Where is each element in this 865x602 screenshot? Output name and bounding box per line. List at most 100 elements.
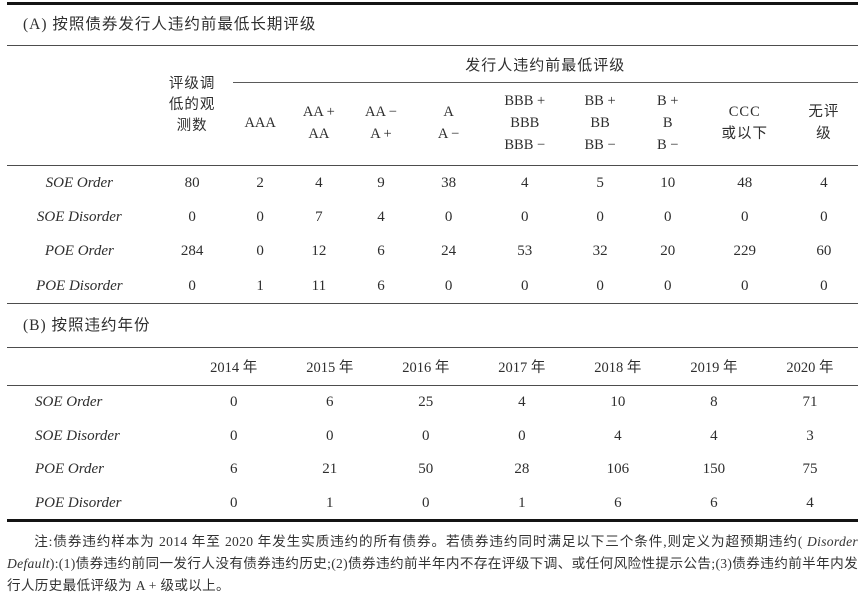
cell: 1 bbox=[256, 277, 264, 294]
rating-header-bb: BB + BB BB − bbox=[584, 93, 616, 153]
table-row: POE Disorder 0 1 0 1 6 6 4 bbox=[7, 487, 858, 521]
cell: 12 bbox=[311, 243, 327, 260]
cell: 4 bbox=[614, 427, 622, 444]
rating-header-unrated: 无评 级 bbox=[808, 104, 840, 142]
cell: 6 bbox=[229, 461, 238, 478]
row-label: POE Disorder bbox=[35, 494, 122, 511]
rating-header-aa-minus: AA − A + bbox=[365, 104, 397, 142]
cell: 25 bbox=[418, 394, 434, 411]
cell: 6 bbox=[710, 494, 718, 511]
cell: 4 bbox=[820, 174, 828, 191]
cell: 28 bbox=[514, 461, 530, 478]
cell: 229 bbox=[733, 243, 756, 260]
table-row: POE Disorder 0 1 11 6 0 0 0 0 0 0 bbox=[7, 269, 858, 304]
table-row: POE Order 284 0 12 6 24 53 32 20 229 60 bbox=[7, 235, 858, 270]
cell: 0 bbox=[596, 277, 604, 294]
cell: 0 bbox=[229, 427, 238, 444]
row-label: SOE Order bbox=[35, 394, 103, 411]
cell: 150 bbox=[702, 461, 726, 478]
cell: 10 bbox=[660, 174, 676, 191]
cell: 60 bbox=[816, 243, 832, 260]
rating-header-a: A A − bbox=[437, 104, 460, 142]
cell: 6 bbox=[377, 243, 385, 260]
row-label: POE Disorder bbox=[36, 277, 123, 294]
panel-a-title: (A) 按照债券发行人违约前最低长期评级 bbox=[23, 16, 317, 33]
cell: 50 bbox=[418, 461, 434, 478]
cell: 0 bbox=[422, 427, 430, 444]
row-label: SOE Disorder bbox=[35, 427, 120, 444]
cell: 4 bbox=[710, 427, 718, 444]
year-header-2017: 2017 年 bbox=[498, 360, 546, 376]
cell: 3 bbox=[806, 427, 814, 444]
cell: 7 bbox=[315, 208, 323, 225]
year-header-2015: 2015 年 bbox=[306, 360, 354, 376]
year-header-2019: 2019 年 bbox=[690, 360, 738, 376]
table-note: 注:债券违约样本为 2014 年至 2020 年发生实质违约的所有债券。若债券违… bbox=[7, 531, 858, 597]
cell: 0 bbox=[521, 277, 529, 294]
cell: 0 bbox=[422, 494, 430, 511]
cell: 6 bbox=[377, 277, 385, 294]
cell: 0 bbox=[444, 208, 453, 225]
cell: 1 bbox=[518, 494, 526, 511]
table-row: SOE Disorder 0 0 7 4 0 0 0 0 0 0 bbox=[7, 200, 858, 235]
cell: 10 bbox=[610, 394, 626, 411]
cell: 0 bbox=[521, 208, 529, 225]
table-row: SOE Disorder 0 0 0 0 4 4 3 bbox=[7, 419, 858, 453]
cell: 4 bbox=[521, 174, 529, 191]
panel-b-title: (B) 按照违约年份 bbox=[23, 317, 151, 334]
cell: 0 bbox=[820, 208, 828, 225]
cell: 0 bbox=[596, 208, 604, 225]
row-label: SOE Disorder bbox=[36, 208, 122, 225]
cell: 8 bbox=[710, 394, 718, 411]
panel-a-table: 评级调 低的观 测数 发行人违约前最低评级 AAA AA + AA AA − A… bbox=[7, 45, 858, 304]
cell: 0 bbox=[663, 277, 672, 294]
cell: 80 bbox=[184, 174, 200, 191]
note-italic-term: Disorder Default bbox=[7, 534, 858, 572]
cell: 106 bbox=[606, 461, 630, 478]
year-header-2020: 2020 年 bbox=[786, 360, 834, 376]
cell: 0 bbox=[256, 208, 264, 225]
cell: 0 bbox=[740, 277, 749, 294]
cell: 0 bbox=[740, 208, 749, 225]
cell: 0 bbox=[444, 277, 453, 294]
cell: 4 bbox=[377, 208, 385, 225]
cell: 71 bbox=[802, 394, 818, 411]
cell: 6 bbox=[326, 394, 334, 411]
cell: 9 bbox=[377, 174, 385, 191]
cell: 32 bbox=[592, 243, 608, 260]
table-row: POE Order 6 21 50 28 106 150 75 bbox=[7, 453, 858, 487]
cell: 0 bbox=[229, 394, 238, 411]
year-header-2016: 2016 年 bbox=[402, 360, 450, 376]
cell: 21 bbox=[322, 461, 338, 478]
cell: 48 bbox=[737, 174, 753, 191]
rating-header-aa-plus: AA + AA bbox=[302, 104, 335, 142]
rating-header-ccc: CCC 或以下 bbox=[721, 104, 768, 142]
table-row: SOE Order 80 2 4 9 38 4 5 10 48 4 bbox=[7, 166, 858, 201]
cell: 11 bbox=[311, 277, 327, 294]
cell: 24 bbox=[441, 243, 457, 260]
corner-cell bbox=[7, 348, 186, 386]
cell: 0 bbox=[663, 208, 672, 225]
obs-count-header: 评级调 低的观 测数 bbox=[168, 75, 216, 134]
cell: 2 bbox=[256, 174, 264, 191]
corner-cell bbox=[7, 46, 152, 166]
rating-header-aaa: AAA bbox=[244, 115, 276, 132]
rating-span-header: 发行人违约前最低评级 bbox=[232, 45, 858, 83]
row-label: POE Order bbox=[35, 461, 105, 478]
cell: 0 bbox=[188, 208, 196, 225]
cell: 0 bbox=[518, 427, 526, 444]
row-label: SOE Order bbox=[45, 174, 114, 191]
top-rule bbox=[7, 2, 858, 5]
year-header-2014: 2014 年 bbox=[210, 360, 258, 376]
cell: 1 bbox=[326, 494, 334, 511]
cell: 38 bbox=[441, 174, 457, 191]
table-row: SOE Order 0 6 25 4 10 8 71 bbox=[7, 386, 858, 420]
note-prefix: 注:债券违约样本为 2014 年至 2020 年发生实质违约的所有债券。若债券违… bbox=[34, 534, 807, 550]
cell: 75 bbox=[802, 461, 818, 478]
cell: 4 bbox=[315, 174, 323, 191]
cell: 0 bbox=[326, 427, 334, 444]
year-header-2018: 2018 年 bbox=[594, 360, 642, 376]
rating-header-bbb: BBB + BBB BBB − bbox=[504, 93, 546, 153]
cell: 0 bbox=[188, 277, 196, 294]
